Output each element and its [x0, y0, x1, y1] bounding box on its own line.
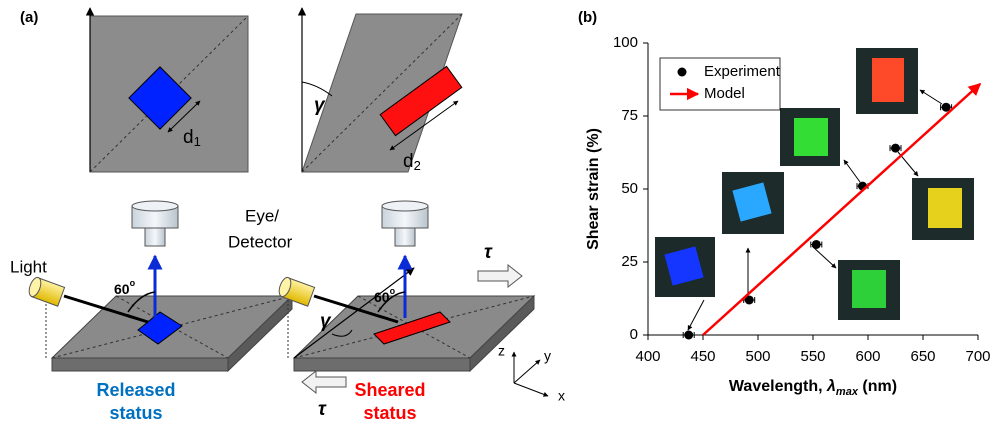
- legend-label: Model: [704, 85, 745, 102]
- stress-arrow: [478, 265, 522, 287]
- data-point: [891, 144, 900, 153]
- x-axis-label-part: (nm): [858, 378, 897, 395]
- panel-label: (a): [20, 9, 38, 26]
- angle-degree: o: [390, 286, 396, 296]
- slab-front: [52, 358, 228, 371]
- angle-value: 60: [374, 289, 390, 305]
- x-axis-label: Wavelength, λmax (nm): [729, 378, 897, 398]
- y-tick-label: 0: [630, 326, 638, 343]
- dimension-label: d2: [403, 151, 421, 173]
- dimension-subscript: 1: [194, 134, 201, 149]
- panel-a: (a) d1 γ d2 60o Eye/ Detector Light Rele…: [10, 8, 565, 423]
- incidence-angle: 60o: [114, 278, 136, 296]
- status-label: status: [109, 403, 162, 423]
- axis-label: x: [558, 388, 565, 404]
- data-point: [812, 240, 821, 249]
- legend-label: Experiment: [704, 63, 781, 80]
- x-tick-label: 650: [910, 348, 935, 365]
- stress-arrow: [302, 371, 346, 393]
- y-tick-label: 75: [621, 107, 638, 124]
- shear-angle: γ: [320, 311, 332, 332]
- x-tick-label: 450: [690, 348, 715, 365]
- detector-label: Detector: [228, 232, 293, 251]
- dimension-letter: d: [403, 151, 414, 172]
- x-tick-label: 500: [745, 348, 770, 365]
- shear-angle: γ: [314, 95, 326, 116]
- stress-label: τ: [484, 242, 493, 263]
- panel-b: (b) 0 25 50 75 100 400 450 500 550 600 650 700 Shear…: [578, 9, 991, 398]
- axis-label: y: [544, 348, 551, 364]
- x-axis-label-part: Wavelength,: [729, 378, 827, 395]
- stress-label: τ: [318, 399, 327, 420]
- detector: [132, 201, 178, 246]
- dimension-subscript: 2: [414, 158, 421, 173]
- data-point: [684, 331, 693, 340]
- status-label: status: [363, 403, 416, 423]
- legend-marker: [678, 68, 687, 77]
- source-label: Light: [10, 257, 47, 276]
- x-axis-label-part: max: [836, 386, 859, 398]
- light-source: [27, 276, 65, 306]
- y-tick-label: 50: [621, 180, 638, 197]
- status-label: Sheared: [354, 380, 425, 400]
- angle-degree: o: [130, 278, 136, 288]
- y-tick-label: 25: [621, 253, 638, 270]
- x-tick-label: 600: [855, 348, 880, 365]
- y-tick-label: 100: [613, 34, 638, 51]
- x-axis-label-part: λ: [826, 378, 836, 395]
- figure: (a) d1 γ d2 60o Eye/ Detector Light Rele…: [0, 0, 1003, 429]
- x-tick-label: 400: [635, 348, 660, 365]
- panel-label: (b): [578, 9, 597, 26]
- dimension-letter: d: [183, 127, 194, 148]
- x-tick-label: 700: [965, 348, 990, 365]
- slab-front: [294, 358, 470, 371]
- y-axis-label: Shear strain (%): [585, 128, 602, 250]
- coordinate-axes: [514, 352, 548, 396]
- detector-label: Eye/: [245, 206, 279, 225]
- axis-label: z: [498, 343, 505, 359]
- angle-arc: [302, 82, 332, 96]
- x-tick-label: 550: [800, 348, 825, 365]
- detector: [382, 201, 428, 246]
- angle-value: 60: [114, 281, 130, 297]
- status-label: Released: [96, 380, 175, 400]
